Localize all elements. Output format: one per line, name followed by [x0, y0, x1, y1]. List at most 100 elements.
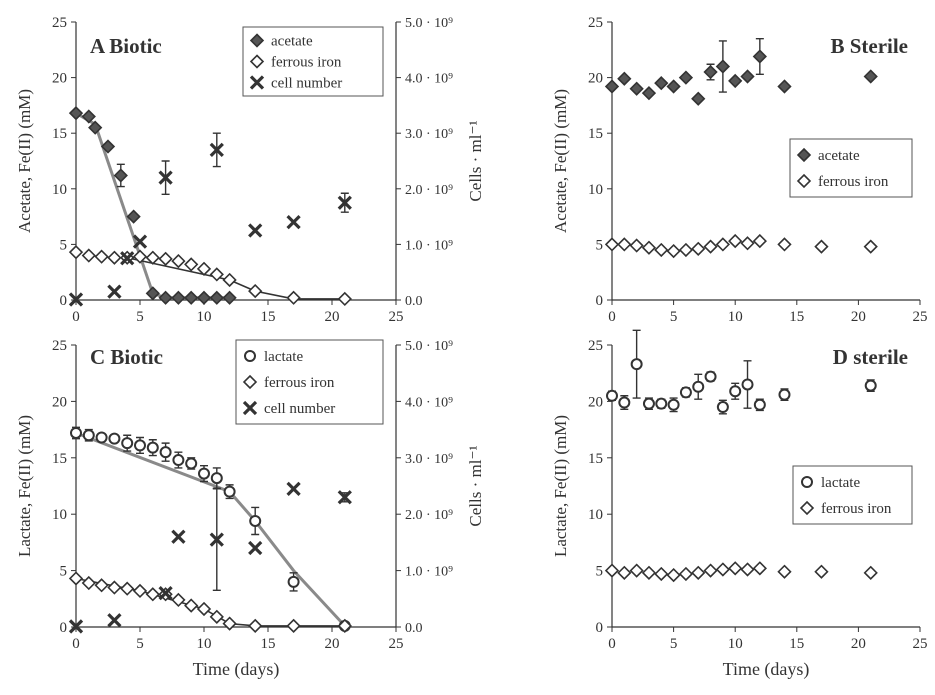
legend-label: ferrous iron	[264, 375, 335, 391]
point-ferrous-iron	[132, 583, 148, 599]
point-acetate	[752, 49, 767, 64]
panel-title: A Biotic	[90, 34, 162, 58]
point-lactate	[70, 426, 82, 439]
point-acetate	[678, 70, 694, 85]
x-tick-label: 15	[789, 636, 804, 652]
legend-label: ferrous iron	[818, 174, 889, 190]
x-tick-label: 0	[608, 309, 616, 325]
y-tick-label: 0	[60, 293, 68, 309]
point-ferrous-iron	[703, 239, 718, 254]
x-tick-label: 10	[728, 636, 743, 652]
point-acetate	[604, 79, 620, 94]
legend-box	[235, 339, 384, 425]
x-tick-label: 25	[913, 636, 928, 652]
y2-tick-label: 1.0 · 10⁹	[405, 238, 453, 253]
point-acetate	[100, 139, 116, 154]
point-lactate	[134, 439, 146, 452]
legend-label: acetate	[271, 34, 313, 50]
legend-marker	[799, 500, 815, 516]
point-cell-number	[68, 292, 84, 307]
x-tick-label: 25	[913, 309, 928, 325]
legend-box	[242, 26, 384, 97]
legend-label: cell number	[271, 76, 342, 92]
x-tick-label: 25	[389, 636, 404, 652]
point-ferrous-iron	[641, 240, 657, 255]
point-lactate	[210, 472, 223, 485]
legend-marker	[249, 54, 265, 69]
legend-label: ferrous iron	[821, 501, 892, 517]
point-ferrous-iron	[863, 565, 878, 580]
point-ferrous-iron	[81, 575, 96, 591]
y-tick-label: 20	[588, 394, 603, 410]
point-cell-number	[171, 529, 186, 544]
point-ferrous-iron	[678, 242, 694, 258]
point-lactate	[655, 397, 668, 410]
x-tick-label: 20	[325, 309, 340, 325]
point-ferrous-iron	[171, 253, 186, 269]
x-tick-label: 20	[851, 636, 866, 652]
y-axis-label: Acetate, Fe(II) (mM)	[15, 89, 34, 233]
x-tick-label: 10	[197, 309, 212, 325]
y2-tick-label: 0.0	[405, 294, 423, 309]
point-cell-number	[337, 195, 352, 210]
point-acetate	[654, 76, 669, 91]
point-lactate	[95, 431, 108, 444]
y-tick-label: 10	[52, 507, 67, 523]
point-ferrous-iron	[107, 250, 122, 265]
y-tick-label: 5	[60, 564, 68, 580]
point-lactate	[159, 446, 172, 459]
point-lactate	[249, 514, 262, 527]
point-lactate	[185, 457, 198, 470]
y2-axis-label: Cells · ml⁻¹	[466, 120, 485, 201]
x-tick-label: 5	[136, 309, 144, 325]
point-ferrous-iron	[81, 248, 96, 263]
point-acetate	[863, 69, 878, 84]
point-ferrous-iron	[691, 565, 706, 580]
point-ferrous-iron	[691, 241, 706, 256]
y2-tick-label: 3.0 · 10⁹	[405, 127, 453, 142]
point-ferrous-iron	[145, 250, 160, 265]
legend: acetate ferrous iron	[789, 138, 913, 198]
y-tick-label: 15	[588, 126, 603, 142]
x-tick-label: 25	[389, 309, 404, 325]
point-lactate	[667, 398, 680, 411]
point-cell-number	[107, 613, 122, 628]
point-lactate	[121, 437, 134, 450]
point-lactate	[692, 380, 705, 393]
legend-box	[792, 465, 913, 525]
x-tick-label: 15	[789, 309, 804, 325]
y2-tick-label: 1.0 · 10⁹	[405, 565, 453, 580]
point-acetate	[209, 290, 224, 305]
point-ferrous-iron	[740, 562, 755, 577]
fit-line	[127, 256, 345, 300]
point-ferrous-iron	[715, 562, 731, 577]
point-ferrous-iron	[814, 239, 829, 254]
x-tick-label: 5	[670, 309, 678, 325]
point-ferrous-iron	[209, 267, 224, 282]
legend-box	[789, 138, 913, 198]
legend-marker	[249, 75, 265, 90]
point-lactate	[172, 454, 185, 467]
point-acetate	[196, 290, 212, 305]
point-cell-number	[286, 481, 301, 496]
y-axis-label: Lactate, Fe(II) (mM)	[15, 415, 34, 557]
point-ferrous-iron	[703, 563, 718, 578]
point-ferrous-iron	[248, 283, 263, 299]
point-acetate	[740, 69, 755, 84]
point-lactate	[287, 575, 300, 588]
point-cell-number	[107, 284, 122, 299]
point-acetate	[222, 290, 237, 305]
point-cell-number	[68, 619, 84, 634]
y-tick-label: 0	[596, 620, 604, 636]
legend-label: ferrous iron	[271, 55, 342, 71]
point-ferrous-iron	[604, 563, 620, 578]
legend: lactate ferrous iron cell number	[235, 339, 384, 425]
y-axis-label: Acetate, Fe(II) (mM)	[551, 89, 570, 233]
point-ferrous-iron	[158, 251, 173, 266]
y-tick-label: 5	[596, 237, 604, 253]
x-tick-label: 5	[136, 636, 144, 652]
point-lactate	[606, 389, 618, 402]
legend-marker	[796, 147, 812, 163]
legend: lactate ferrous iron	[792, 465, 913, 525]
point-lactate	[82, 429, 95, 442]
